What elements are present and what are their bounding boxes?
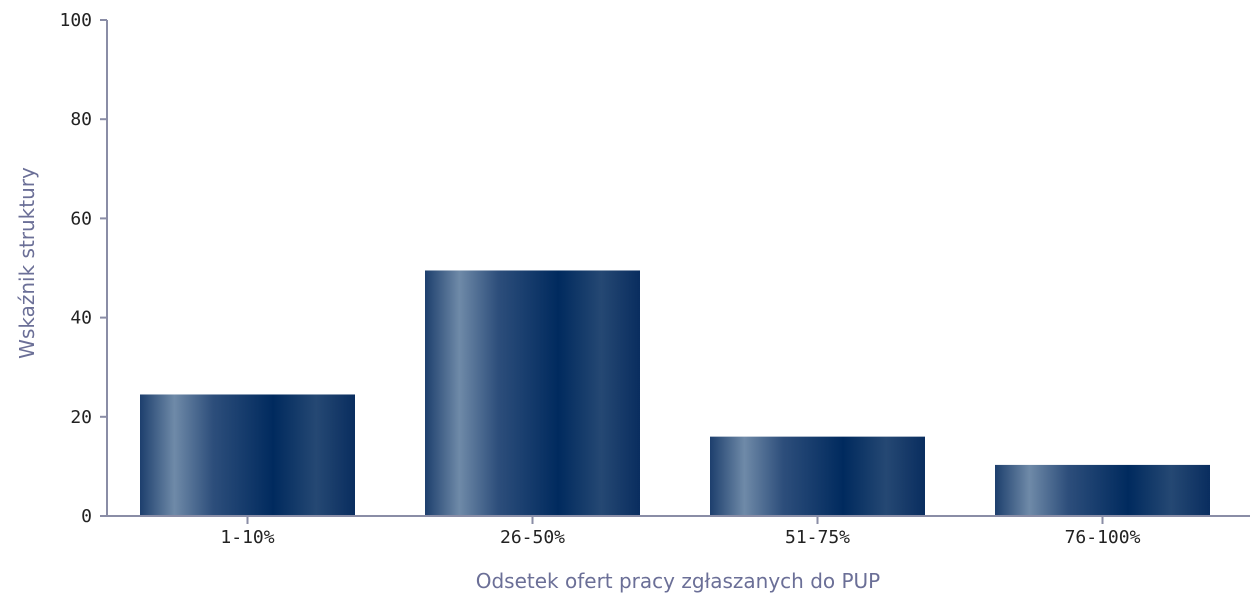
bar-1-10% <box>140 394 355 516</box>
y-tick-label: 60 <box>70 208 92 229</box>
x-tick-label: 76-100% <box>1065 527 1141 548</box>
x-axis-title: Odsetek ofert pracy zgłaszanych do PUP <box>476 569 881 593</box>
y-axis-title: Wskaźnik struktury <box>15 167 39 359</box>
x-tick-label: 1-10% <box>220 527 274 548</box>
y-axis: 0 20 40 60 80 100 <box>59 10 108 527</box>
y-tick-label: 100 <box>59 10 92 31</box>
x-axis: 1-10% 26-50% 51-75% 76-100% <box>107 515 1250 548</box>
bar-26-50% <box>425 270 640 516</box>
x-tick-label: 26-50% <box>500 527 565 548</box>
y-tick-label: 80 <box>70 109 92 130</box>
y-tick-label: 0 <box>81 506 92 527</box>
y-tick-label: 40 <box>70 308 92 329</box>
x-tick-label: 51-75% <box>785 527 850 548</box>
bar-51-75% <box>710 436 925 516</box>
bars-group <box>140 270 1210 516</box>
y-tick-label: 20 <box>70 407 92 428</box>
bar-76-100% <box>995 464 1210 516</box>
